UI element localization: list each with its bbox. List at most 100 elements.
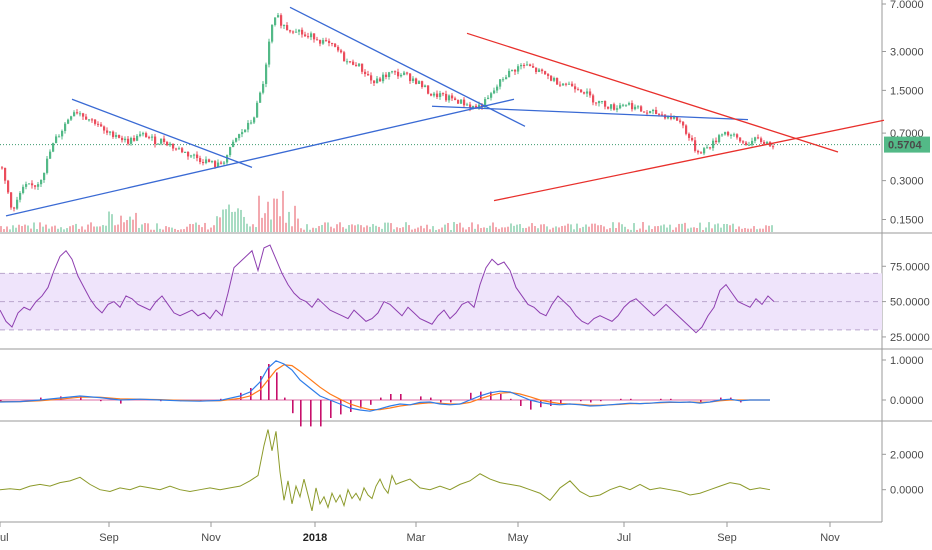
trend-line-blue-3[interactable] bbox=[289, 6, 526, 127]
volume-bar bbox=[81, 226, 83, 232]
trend-line-red-5[interactable] bbox=[466, 32, 839, 153]
candle-down bbox=[457, 100, 460, 104]
oscillator-line bbox=[0, 429, 771, 512]
volume-bar bbox=[333, 228, 335, 232]
trend-line-blue-2[interactable] bbox=[5, 98, 515, 217]
volume-bar bbox=[375, 225, 377, 232]
volume-bar bbox=[390, 223, 392, 232]
volume-bar bbox=[96, 226, 98, 232]
volume-bar bbox=[183, 229, 185, 232]
volume-bar bbox=[312, 227, 314, 232]
volume-bar bbox=[429, 229, 431, 232]
candle-up bbox=[139, 134, 142, 136]
macd-histogram-bar bbox=[550, 400, 552, 406]
candle-down bbox=[163, 138, 166, 142]
candle-down bbox=[337, 46, 340, 51]
candle-down bbox=[535, 67, 538, 72]
candle-up bbox=[232, 141, 235, 148]
candle-up bbox=[466, 104, 469, 106]
candle-up bbox=[250, 122, 253, 124]
trend-line-red-6[interactable] bbox=[493, 119, 885, 202]
candle-up bbox=[190, 155, 193, 157]
candle-up bbox=[58, 136, 61, 138]
candle-down bbox=[397, 71, 400, 77]
candle-down bbox=[100, 124, 103, 127]
volume-bar bbox=[294, 205, 296, 232]
candle-down bbox=[454, 98, 457, 101]
candle-down bbox=[367, 74, 370, 76]
volume-bar bbox=[195, 222, 197, 232]
volume-bar bbox=[606, 229, 608, 232]
macd-histogram-bar bbox=[320, 400, 322, 427]
volume-bar bbox=[462, 227, 464, 232]
volume-bar bbox=[318, 226, 320, 232]
macd-histogram-bar bbox=[580, 400, 582, 402]
volume-bar bbox=[534, 226, 536, 232]
volume-bar bbox=[477, 224, 479, 232]
candle-down bbox=[532, 66, 535, 68]
candle-up bbox=[157, 143, 160, 145]
volume-bar bbox=[153, 229, 155, 232]
trend-line-blue-1[interactable] bbox=[71, 98, 253, 168]
volume-bar bbox=[669, 224, 671, 232]
candle-up bbox=[22, 186, 25, 193]
volume-bar bbox=[339, 222, 341, 232]
volume-bar bbox=[330, 226, 332, 232]
candle-up bbox=[496, 86, 499, 91]
volume-bar bbox=[528, 226, 530, 232]
macd-histogram-bar bbox=[330, 400, 332, 418]
candle-up bbox=[160, 138, 163, 144]
volume-bar bbox=[99, 226, 101, 232]
candle-up bbox=[403, 72, 406, 75]
candle-up bbox=[262, 83, 265, 93]
candle-up bbox=[28, 183, 31, 185]
volume-bar bbox=[699, 222, 701, 232]
candle-down bbox=[325, 40, 328, 42]
volume-bar bbox=[612, 222, 614, 232]
macd-histogram-bar bbox=[240, 392, 242, 400]
volume-bar bbox=[729, 225, 731, 232]
volume-bar bbox=[546, 226, 548, 232]
candle-up bbox=[748, 144, 751, 146]
volume-bar bbox=[378, 226, 380, 232]
volume-bar bbox=[69, 226, 71, 232]
candle-down bbox=[436, 93, 439, 97]
candle-up bbox=[382, 74, 385, 82]
candle-down bbox=[286, 25, 289, 31]
candle-up bbox=[520, 64, 523, 67]
candle-down bbox=[82, 113, 85, 117]
volume-bar bbox=[273, 198, 275, 232]
volume-bar bbox=[459, 222, 461, 232]
candle-up bbox=[484, 99, 487, 108]
volume-bar bbox=[369, 226, 371, 232]
volume-bar bbox=[117, 224, 119, 232]
candle-up bbox=[43, 172, 46, 181]
volume-bar bbox=[561, 226, 563, 232]
candle-down bbox=[349, 61, 352, 63]
candle-up bbox=[16, 199, 19, 209]
volume-bar bbox=[6, 226, 8, 232]
volume-bar bbox=[150, 229, 152, 232]
candle-down bbox=[331, 43, 334, 45]
candle-down bbox=[280, 15, 283, 26]
candle-up bbox=[634, 106, 637, 110]
macd-histogram-bar bbox=[292, 400, 294, 414]
volume-bar bbox=[276, 198, 278, 232]
volume-bar bbox=[138, 227, 140, 232]
candle-down bbox=[319, 40, 322, 44]
volume-bar bbox=[42, 226, 44, 232]
volume-bar bbox=[588, 226, 590, 232]
trend-line-blue-4[interactable] bbox=[431, 105, 749, 121]
volume-bar bbox=[405, 222, 407, 232]
volume-bar bbox=[102, 225, 104, 232]
volume-bar bbox=[399, 228, 401, 232]
volume-bar bbox=[141, 224, 143, 232]
volume-bar bbox=[108, 211, 110, 232]
macd-histogram-bar bbox=[590, 400, 592, 403]
candle-up bbox=[712, 140, 715, 149]
candle-down bbox=[370, 75, 373, 81]
candle-up bbox=[241, 132, 244, 135]
candle-down bbox=[127, 138, 130, 144]
volume-bar bbox=[480, 228, 482, 232]
